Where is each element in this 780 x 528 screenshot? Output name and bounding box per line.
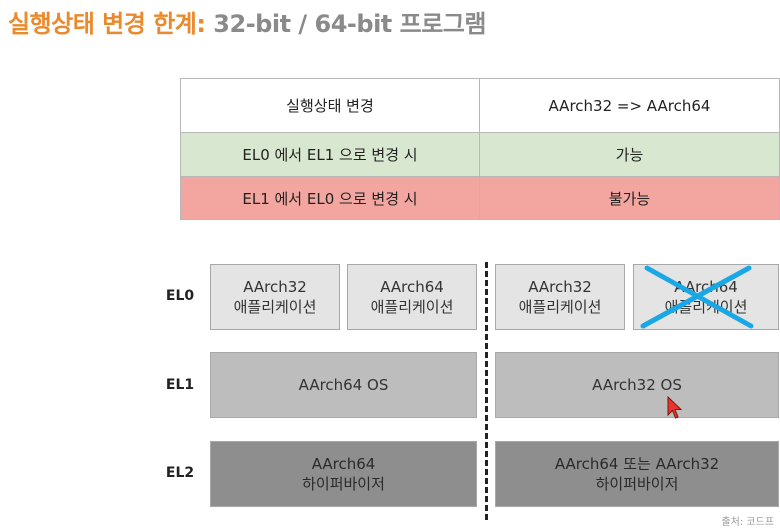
box-line1: AArch32 xyxy=(528,278,592,296)
right-el2-hypervisor: AArch64 또는 AArch32 하이퍼바이저 xyxy=(495,441,779,507)
cross-out-icon xyxy=(640,265,754,329)
box-line1: AArch32 xyxy=(243,278,307,296)
box-line1: AArch64 xyxy=(311,455,376,473)
cell-possible: 가능 xyxy=(478,132,780,177)
title-accent: 실행상태 변경 한계: xyxy=(8,10,206,38)
box-line1: AArch64 또는 AArch32 xyxy=(554,455,720,473)
table-header-row: 실행상태 변경 AArch32 => AArch64 xyxy=(180,78,780,133)
left-el2-hypervisor: AArch64 하이퍼바이저 xyxy=(210,441,477,507)
box-line2: 애플리케이션 xyxy=(518,298,602,316)
source-footnote: 출처: 코드프 xyxy=(721,517,774,528)
left-el0-aarch32-app: AArch32 애플리케이션 xyxy=(210,264,340,330)
box-line1: AArch32 OS xyxy=(592,376,682,394)
cell-impossible: 불가능 xyxy=(478,176,780,220)
header-cell-aarch: AArch32 => AArch64 xyxy=(478,78,780,133)
cell-el1-to-el0: EL1 에서 EL0 으로 변경 시 xyxy=(180,176,480,220)
header-cell-mode-change: 실행상태 변경 xyxy=(180,78,480,133)
right-el1-aarch32-os: AArch32 OS xyxy=(495,352,779,418)
level-label-el0: EL0 xyxy=(165,288,195,304)
level-label-el1: EL1 xyxy=(165,377,195,393)
dashed-divider xyxy=(485,262,488,520)
level-label-el2: EL2 xyxy=(165,465,195,481)
mouse-cursor-icon xyxy=(667,396,683,419)
box-line2: 애플리케이션 xyxy=(233,298,317,316)
box-line1: AArch64 xyxy=(380,278,444,296)
left-el1-aarch64-os: AArch64 OS xyxy=(210,352,477,418)
box-line2: 애플리케이션 xyxy=(370,298,454,316)
slide-title: 실행상태 변경 한계: 32-bit / 64-bit 프로그램 xyxy=(8,4,486,39)
left-el0-aarch64-app: AArch64 애플리케이션 xyxy=(347,264,477,330)
box-line2: 하이퍼바이저 xyxy=(302,475,385,493)
right-el0-aarch32-app: AArch32 애플리케이션 xyxy=(495,264,625,330)
box-line1: AArch64 OS xyxy=(298,376,389,394)
mode-change-table: 실행상태 변경 AArch32 => AArch64 EL0 에서 EL1 으로… xyxy=(180,78,780,220)
box-line2: 하이퍼바이저 xyxy=(595,475,679,493)
table-row-denied: EL1 에서 EL0 으로 변경 시 불가능 xyxy=(180,176,780,220)
title-rest: 32-bit / 64-bit 프로그램 xyxy=(205,10,486,38)
cell-el0-to-el1: EL0 에서 EL1 으로 변경 시 xyxy=(180,132,480,177)
table-row-allowed: EL0 에서 EL1 으로 변경 시 가능 xyxy=(180,132,780,177)
